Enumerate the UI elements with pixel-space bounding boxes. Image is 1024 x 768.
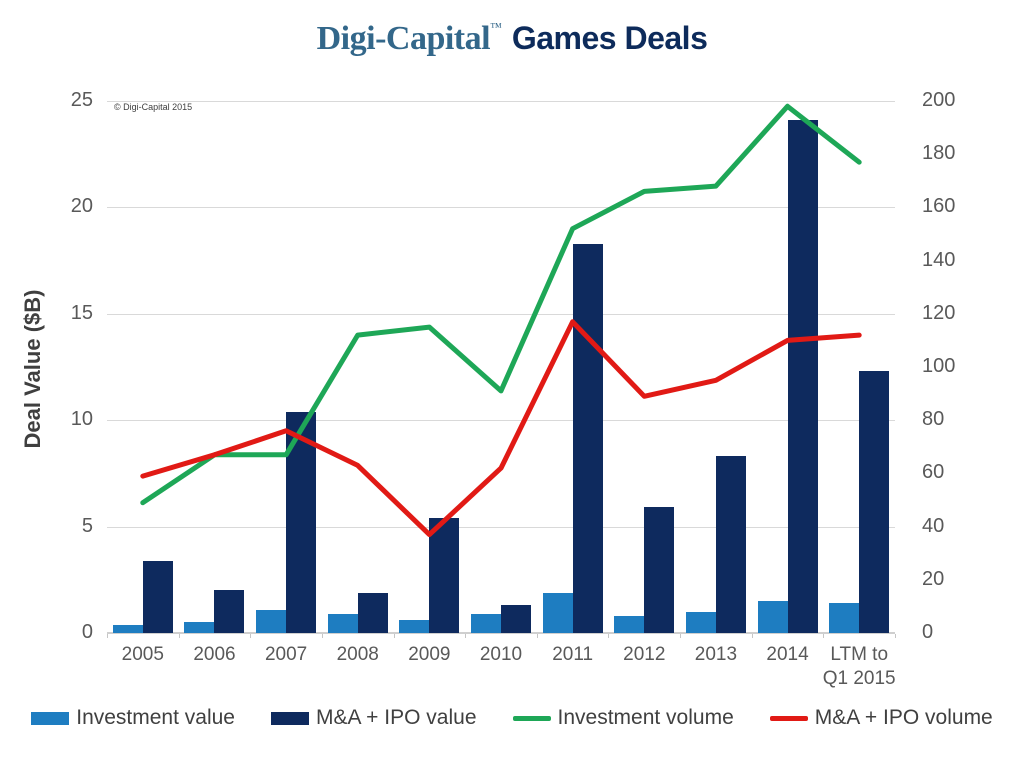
category-boundary-tick — [536, 634, 538, 638]
x-tick-label-2009: 2009 — [408, 644, 451, 665]
category-boundary-tick — [823, 634, 825, 638]
right-tick-label-0: 0 — [922, 621, 934, 643]
x-tick-label-2013: 2013 — [694, 644, 738, 665]
right-tick-label-60: 60 — [922, 461, 945, 484]
gridline-5 — [107, 526, 895, 528]
left-tick-label-20: 20 — [70, 195, 93, 218]
right-tick-label-160: 160 — [922, 195, 956, 218]
bar-m-a-ipo-value-2012 — [644, 507, 675, 633]
bar-m-a-ipo-value-2014 — [787, 120, 818, 633]
gridline-15 — [107, 313, 895, 315]
bar-investment-value-2011 — [542, 592, 573, 633]
m-a-ipo-volume-line — [140, 319, 862, 538]
right-tick-label-140: 140 — [922, 248, 956, 271]
category-boundary-tick — [107, 634, 108, 638]
x-tick-label-2005: 2005 — [121, 644, 164, 665]
gridline-20 — [107, 207, 895, 209]
bar-m-a-ipo-value-2010 — [501, 605, 531, 633]
left-axis-title: Deal Value ($B) — [20, 289, 45, 449]
x-tick-label-2014: 2014 — [766, 644, 809, 665]
legend-swatch-m-a-ipo-volume — [769, 715, 808, 721]
bar-m-a-ipo-value-2011 — [572, 243, 603, 633]
legend-label-investment-value: Investment value — [76, 706, 235, 729]
bar-investment-value-ltm-to — [829, 603, 860, 633]
bar-investment-value-2009 — [399, 620, 430, 633]
legend-label-m-a-ipo-volume: M&A + IPO volume — [814, 706, 993, 729]
left-tick-label-0: 0 — [81, 621, 93, 643]
legend-swatch-m-a-ipo-value — [271, 711, 309, 725]
right-tick-label-80: 80 — [922, 408, 945, 431]
gridline-25 — [107, 101, 895, 102]
category-boundary-tick — [393, 634, 395, 638]
bar-m-a-ipo-value-ltm-to — [859, 371, 890, 633]
title-brand: Digi-Capital — [316, 20, 491, 57]
legend-item-m-a-ipo-volume: M&A + IPO volume — [769, 706, 993, 730]
x-tick-label-2006: 2006 — [193, 644, 236, 665]
legend-label-investment-volume: Investment volume — [557, 706, 734, 729]
investment-volume-line — [140, 103, 862, 506]
chart-legend: Investment value M&A + IPO value Investmen… — [0, 706, 1024, 730]
right-tick-label-100: 100 — [922, 355, 956, 377]
category-boundary-tick — [608, 634, 610, 638]
plot-area — [107, 101, 896, 638]
right-tick-label-120: 120 — [922, 301, 956, 324]
x-tick-label-2012: 2012 — [623, 644, 666, 665]
bar-investment-value-2006 — [184, 622, 215, 633]
right-tick-label-200: 200 — [922, 89, 956, 111]
legend-item-investment-volume: Investment volume — [512, 706, 734, 730]
category-boundary-tick — [178, 634, 180, 638]
left-tick-label-25: 25 — [70, 89, 93, 111]
legend-swatch-investment-value — [31, 711, 70, 725]
right-tick-label-40: 40 — [922, 514, 945, 537]
left-tick-label-5: 5 — [81, 514, 93, 537]
bar-investment-value-2012 — [614, 615, 645, 633]
x-axis-line — [107, 632, 895, 634]
category-boundary-tick — [751, 634, 753, 638]
bar-investment-value-2008 — [327, 613, 358, 633]
right-tick-label-20: 20 — [922, 567, 945, 590]
bar-m-a-ipo-value-2007 — [286, 411, 317, 633]
trademark-symbol: ™ — [490, 20, 502, 34]
legend-item-investment-value: Investment value — [31, 706, 235, 730]
page-title: Digi-Capital™ Games Deals — [0, 20, 1024, 58]
legend-swatch-investment-volume — [512, 715, 551, 721]
bar-m-a-ipo-value-2005 — [142, 560, 173, 633]
bar-investment-value-2010 — [471, 613, 501, 633]
x-tick-label-2010: 2010 — [479, 644, 523, 665]
x-tick-label-ltm-to: LTM to Q1 2015 — [822, 644, 896, 689]
bar-m-a-ipo-value-2009 — [429, 518, 460, 633]
gridline-10 — [107, 420, 895, 422]
left-tick-label-15: 15 — [70, 301, 93, 324]
line-series-layer — [140, 103, 862, 538]
bar-m-a-ipo-value-2008 — [357, 592, 388, 633]
x-tick-label-2007: 2007 — [264, 644, 308, 665]
legend-item-m-a-ipo-value: M&A + IPO value — [271, 706, 477, 730]
left-tick-label-10: 10 — [70, 408, 93, 431]
bar-investment-value-2014 — [757, 601, 788, 633]
category-boundary-tick — [895, 634, 896, 638]
bar-investment-value-2005 — [112, 624, 143, 633]
legend-label-m-a-ipo-value: M&A + IPO value — [316, 706, 477, 729]
category-boundary-tick — [250, 634, 252, 638]
right-tick-label-180: 180 — [922, 142, 956, 165]
bar-investment-value-2013 — [685, 611, 716, 633]
bar-m-a-ipo-value-2006 — [214, 590, 245, 633]
category-boundary-tick — [680, 634, 682, 638]
category-boundary-tick — [465, 634, 467, 638]
title-main: Games Deals — [511, 20, 708, 56]
x-tick-label-2008: 2008 — [336, 644, 379, 665]
category-boundary-tick — [321, 634, 323, 638]
bar-m-a-ipo-value-2013 — [715, 456, 746, 633]
bar-investment-value-2007 — [256, 609, 287, 633]
x-tick-label-2011: 2011 — [552, 644, 594, 665]
